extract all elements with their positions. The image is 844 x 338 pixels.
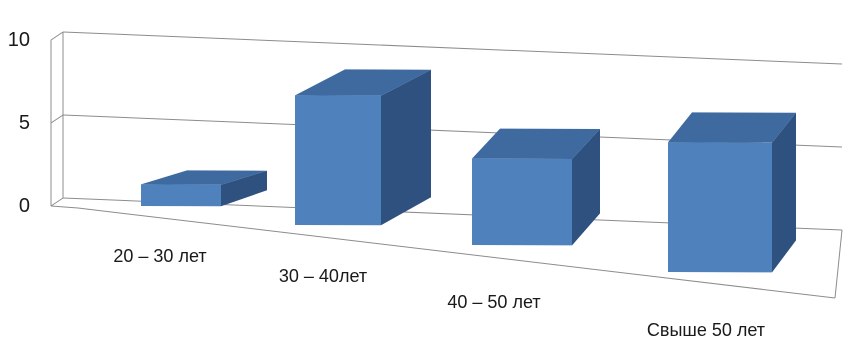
gridline-side xyxy=(50,31,64,41)
x-tick-label: 30 – 40лет xyxy=(279,266,367,286)
floor-front-edge xyxy=(77,207,836,299)
bar xyxy=(668,112,796,273)
bar-side-face xyxy=(221,170,267,207)
y-tick-label: 5 xyxy=(19,112,30,134)
bar-front-face xyxy=(668,142,772,273)
bar-front-face xyxy=(472,158,572,246)
bar-top-face xyxy=(295,69,431,96)
bar-front-face xyxy=(295,95,381,226)
y-tick-label: 0 xyxy=(19,195,30,217)
gridline-side xyxy=(50,197,64,207)
bar xyxy=(141,170,267,207)
bar-side-face xyxy=(572,128,600,246)
bar xyxy=(295,69,431,226)
floor-left-edge xyxy=(50,205,79,209)
y-tick-label: 10 xyxy=(8,29,30,51)
bar-side-face xyxy=(381,69,431,226)
bar-top-face xyxy=(668,112,796,143)
bar-side-face xyxy=(772,112,796,273)
bar xyxy=(472,128,600,246)
x-tick-label: Свыше 50 лет xyxy=(647,320,765,338)
gridline-back xyxy=(62,31,843,65)
x-tick-label: 40 – 50 лет xyxy=(447,292,540,312)
labels-layer: 0 5 10 20 – 30 лет 30 – 40лет 40 – 50 лет Свыш… xyxy=(8,29,765,338)
floor-right-edge xyxy=(834,229,843,299)
bars-layer xyxy=(141,69,796,273)
x-tick-label: 20 – 30 лет xyxy=(113,246,206,266)
bar-front-face xyxy=(141,184,221,207)
bar-top-face xyxy=(472,128,600,159)
gridline-side xyxy=(50,114,64,124)
bar-top-face xyxy=(141,170,267,185)
